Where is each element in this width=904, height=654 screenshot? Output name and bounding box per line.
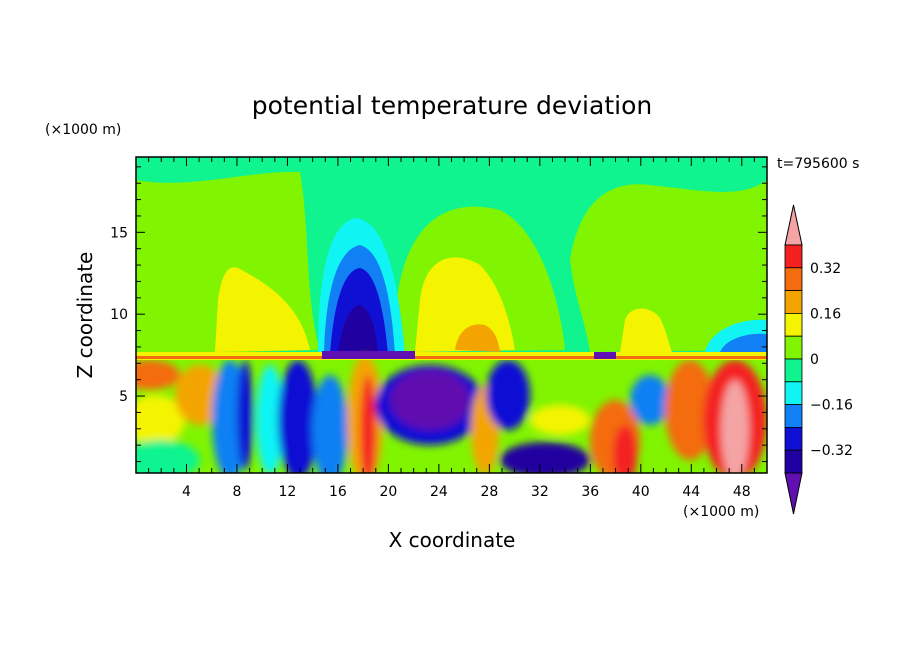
colorbar-segment bbox=[784, 267, 803, 291]
colorbar-segment bbox=[784, 312, 803, 337]
y-tick-label: 10 bbox=[110, 307, 128, 323]
yellow-region-1 bbox=[215, 267, 310, 352]
colorbar-segment bbox=[784, 426, 803, 451]
x-tick-label: 36 bbox=[581, 484, 599, 500]
colorbar-extend-top bbox=[784, 204, 803, 246]
x-tick-label: 24 bbox=[430, 484, 448, 500]
colorbar-label: 0.32 bbox=[810, 261, 841, 277]
colorbar-segment bbox=[784, 404, 803, 428]
colorbar-segment bbox=[784, 358, 803, 383]
colorbar-segment bbox=[784, 290, 803, 314]
chart-title: potential temperature deviation bbox=[252, 91, 652, 120]
x-tick-label: 4 bbox=[182, 484, 191, 500]
x-tick-label: 16 bbox=[329, 484, 347, 500]
x-tick-label: 32 bbox=[531, 484, 549, 500]
x-tick-label: 20 bbox=[379, 484, 397, 500]
tropopause-orange bbox=[136, 356, 767, 359]
yellow-region-3 bbox=[620, 308, 672, 352]
upper-plume-east bbox=[570, 180, 767, 352]
east-blue-cap bbox=[720, 333, 767, 352]
y-tick-label: 5 bbox=[119, 389, 128, 405]
colorbar-label: −0.32 bbox=[810, 443, 853, 459]
time-label: t=795600 s bbox=[777, 156, 859, 172]
orange-core-1 bbox=[455, 324, 500, 352]
colorbar-segment bbox=[784, 381, 803, 405]
x-axis-ticks: 4 8 12 16 20 24 28 32 36 40 44 48 bbox=[148, 157, 755, 500]
x-tick-label: 12 bbox=[279, 484, 297, 500]
y-unit-label: (×1000 m) bbox=[45, 122, 121, 138]
tropopause-cold-patch bbox=[322, 351, 415, 359]
x-tick-label: 48 bbox=[733, 484, 751, 500]
y-axis-label: Z coordinate bbox=[73, 252, 97, 379]
y-axis-ticks: 5 10 15 bbox=[110, 166, 767, 463]
x-tick-label: 28 bbox=[480, 484, 498, 500]
x-tick-label: 8 bbox=[232, 484, 241, 500]
yellow-region-2 bbox=[415, 257, 515, 352]
lower-layer-blobs bbox=[136, 355, 767, 473]
y-tick-label: 15 bbox=[110, 225, 128, 241]
cold-column-core bbox=[338, 305, 378, 352]
colorbar-segment bbox=[784, 335, 803, 360]
colorbar: 0.32 0.16 0 −0.16 −0.32 bbox=[784, 204, 853, 515]
x-unit-label: (×1000 m) bbox=[683, 504, 759, 520]
colorbar-label: −0.16 bbox=[810, 398, 853, 414]
colorbar-label: 0 bbox=[810, 352, 819, 368]
x-axis-label: X coordinate bbox=[389, 528, 516, 552]
colorbar-label: 0.16 bbox=[810, 306, 841, 322]
x-tick-label: 40 bbox=[632, 484, 650, 500]
plot-area bbox=[136, 157, 767, 473]
colorbar-segment bbox=[784, 244, 803, 269]
x-tick-label: 44 bbox=[682, 484, 700, 500]
colorbar-extend-bottom bbox=[784, 472, 803, 515]
colorbar-segment bbox=[784, 449, 803, 474]
tropopause-cold-patch-2 bbox=[594, 352, 616, 359]
